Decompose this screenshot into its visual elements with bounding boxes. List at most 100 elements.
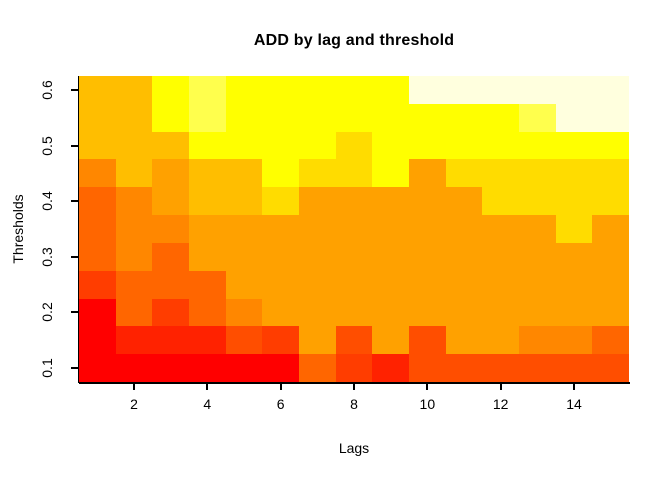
heatmap-cell — [482, 159, 519, 188]
heatmap-cell — [152, 298, 189, 327]
heatmap-cell — [592, 270, 629, 299]
heatmap-cell — [445, 242, 483, 271]
heatmap-cell — [335, 215, 373, 243]
heatmap-cell — [79, 131, 116, 160]
x-tick-label: 4 — [203, 396, 212, 412]
heatmap-cell — [299, 298, 336, 327]
heatmap-cell — [372, 242, 409, 271]
x-tick-label: 12 — [492, 396, 509, 412]
heatmap-cell — [372, 270, 409, 299]
heatmap-cell — [79, 187, 116, 216]
heatmap-cell — [189, 159, 226, 188]
y-tick — [71, 255, 78, 258]
heatmap-cell — [482, 270, 519, 299]
y-tick — [71, 144, 78, 147]
heatmap-cell — [482, 326, 519, 355]
heatmap-cell — [409, 103, 446, 132]
heatmap-cell — [262, 103, 299, 132]
heatmap-cell — [555, 187, 593, 216]
heatmap-cell — [152, 103, 189, 132]
heatmap-cell — [79, 270, 116, 299]
heatmap-cell — [225, 242, 263, 271]
heatmap-cell — [445, 187, 483, 216]
heatmap-cell — [79, 76, 116, 104]
heatmap-cell — [372, 103, 409, 132]
heatmap-cell — [152, 131, 189, 160]
heatmap-cell — [372, 187, 409, 216]
heatmap-cell — [225, 159, 263, 188]
heatmap-cell — [555, 159, 593, 188]
y-tick-label: 0.4 — [39, 191, 55, 211]
heatmap-cell — [189, 76, 226, 104]
heatmap-cell — [189, 103, 226, 132]
heatmap-cell — [482, 103, 519, 132]
heatmap-cell — [445, 298, 483, 327]
heatmap-cell — [519, 215, 556, 243]
heatmap-cell — [555, 242, 593, 271]
y-tick — [71, 200, 78, 203]
heatmap-cell — [335, 242, 373, 271]
heatmap-cell — [225, 103, 263, 132]
heatmap-cell — [445, 354, 483, 382]
heatmap-cell — [445, 76, 483, 104]
heatmap-cell — [262, 270, 299, 299]
heatmap-cell — [519, 270, 556, 299]
x-tick — [206, 384, 209, 390]
heatmap-cell — [519, 131, 556, 160]
heatmap-cell — [335, 76, 373, 104]
heatmap-cell — [592, 215, 629, 243]
heatmap-cell — [115, 187, 153, 216]
heatmap-cell — [79, 103, 116, 132]
heatmap-cell — [152, 215, 189, 243]
heatmap-cell — [555, 76, 593, 104]
y-axis-label: Thresholds — [10, 194, 26, 264]
heatmap-cell — [79, 159, 116, 188]
heatmap-cell — [189, 354, 226, 382]
heatmap-cell — [299, 354, 336, 382]
heatmap-cell — [262, 187, 299, 216]
heatmap-cell — [225, 270, 263, 299]
heatmap-cell — [409, 242, 446, 271]
heatmap-cell — [519, 298, 556, 327]
x-tick — [499, 384, 502, 390]
heatmap-cell — [555, 215, 593, 243]
heatmap-cell — [299, 270, 336, 299]
heatmap-cell — [445, 215, 483, 243]
heatmap-cell — [152, 354, 189, 382]
heatmap-cell — [592, 354, 629, 382]
heatmap-cell — [409, 326, 446, 355]
x-tick-label: 10 — [419, 396, 436, 412]
heatmap-cell — [372, 215, 409, 243]
heatmap-cell — [225, 131, 263, 160]
y-tick — [71, 311, 78, 314]
x-tick-label: 8 — [350, 396, 358, 412]
y-tick-label: 0.1 — [39, 358, 55, 378]
heatmap-cell — [79, 354, 116, 382]
heatmap-cell — [335, 131, 373, 160]
heatmap-cell — [335, 326, 373, 355]
heatmap-cell — [115, 215, 153, 243]
heatmap-cell — [152, 159, 189, 188]
heatmap-cell — [115, 298, 153, 327]
heatmap-cell — [445, 131, 483, 160]
heatmap-cell — [115, 76, 153, 104]
heatmap-cell — [262, 215, 299, 243]
heatmap-cell — [225, 76, 263, 104]
heatmap-cell — [335, 270, 373, 299]
heatmap-cell — [592, 76, 629, 104]
heatmap-cell — [445, 159, 483, 188]
x-tick — [426, 384, 429, 390]
heatmap-cell — [189, 215, 226, 243]
heatmap-cell — [592, 298, 629, 327]
heatmap-cell — [482, 187, 519, 216]
heatmap-cell — [299, 242, 336, 271]
heatmap-cell — [409, 131, 446, 160]
heatmap-cell — [592, 159, 629, 188]
x-tick-label: 2 — [130, 396, 138, 412]
heatmap-cell — [189, 298, 226, 327]
heatmap-cell — [189, 326, 226, 355]
heatmap-cell — [115, 326, 153, 355]
chart-title: ADD by lag and threshold — [253, 32, 455, 49]
heatmap-cell — [225, 187, 263, 216]
heatmap-cell — [482, 76, 519, 104]
